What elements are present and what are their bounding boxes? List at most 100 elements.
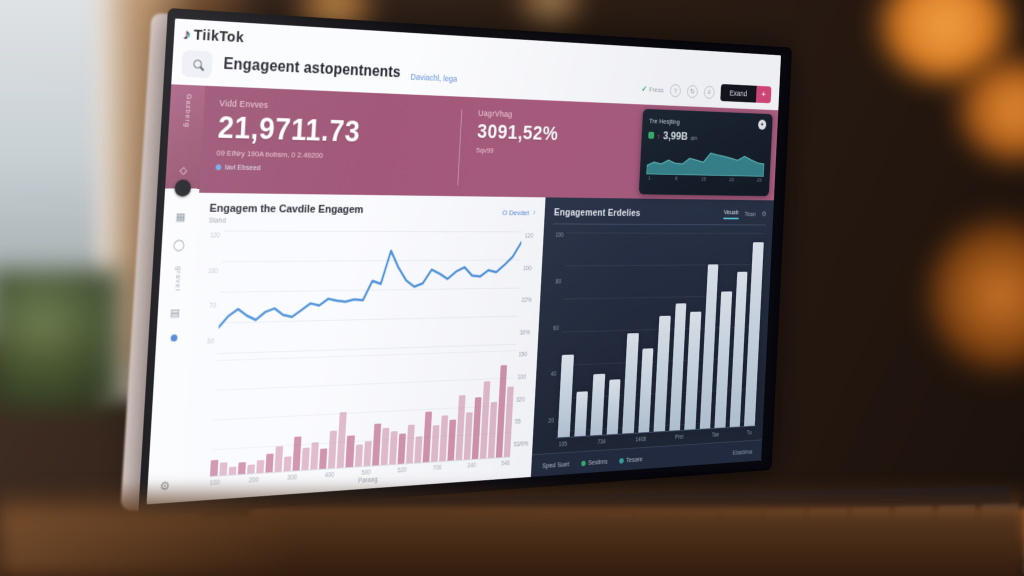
axis-label: 100 [207,267,219,275]
trend-mini-card[interactable]: Tre Hesjting ✦ ↑ 3,99B am [638,108,773,197]
footer-right-label: Elastima [732,447,753,457]
stat-total-views: Vidd Envves 21,9711.73 09 ElNry 190A bob… [215,98,462,187]
diamond-icon[interactable]: ◇ [179,165,188,177]
bar [388,431,398,465]
background-plant [0,270,120,410]
x-tick-label: 340 [467,462,477,470]
footer-left-label: Sped Suet [542,459,570,470]
bar [405,424,415,464]
x-tick-label: 1408 [635,436,647,444]
grid-icon[interactable]: ▦ [175,211,186,224]
x-tick-label: 548 [500,460,510,468]
list-icon[interactable]: ▤ [169,307,181,320]
bar [622,332,639,434]
sidebar-vertical-label: Gazberg [182,93,192,128]
axis-label: 50 [207,338,215,346]
bar [397,433,406,464]
x-tick-label: 520 [397,467,407,475]
bar [363,441,372,467]
settings-icon[interactable]: ⚙ [761,210,767,218]
mini-tick-label: 15 [701,177,707,183]
x-tick-label: 500 [361,469,371,477]
bar [380,428,390,466]
tiktok-note-icon: ♪ [183,25,192,43]
dark-bar-chart: 100 80 60 40 20 [542,232,766,439]
axis-label: 100 [555,232,564,239]
main-content: Vidd Envves 21,9711.73 09 ElNry 190A bob… [181,85,779,502]
stat-subtext: 5qv99 [476,145,494,155]
mini-tick-label: 8 [674,176,678,182]
x-tick-label: 734 [597,438,606,446]
mini-tick-label: 29 [756,178,762,184]
dark-card-title: Engagement Erdelies [553,206,641,219]
line-card-subtitle: Stahd [208,217,227,225]
mini-card-suffix: am [690,135,698,142]
stat-badge: lavl Ebseed [215,162,458,176]
bokeh-light [520,0,580,25]
search-hint-link[interactable]: Daviachl, lega [410,72,458,84]
x-tick-label: Prel [674,434,684,441]
search-button[interactable] [181,49,214,78]
engagement-dark-card: Engagement Erdelies Veuab Tean ⚙ 100 80 60… [530,197,774,477]
details-link[interactable]: O Devdet › [502,208,536,218]
axis-label: 150 [518,351,528,359]
engagement-line-series [219,242,522,327]
legend-label: Seslims [587,456,608,467]
export-button[interactable]: Exand + [720,84,772,104]
axis-label: 20 [548,417,554,425]
bar [345,435,355,468]
axis-label: 60 [552,325,559,332]
header-actions: ✓ Fress ? ↻ ≡ Exand + [641,80,772,104]
bar [228,466,237,475]
up-arrow-icon: ↑ [656,132,661,141]
axis-label: 70 [209,303,217,311]
bar [283,456,292,472]
axis-label: 100 [522,265,532,272]
sparkle-icon[interactable]: ✦ [757,119,767,130]
bar [310,442,320,470]
laptop-screen: ♪ TiikTok Engageent astopentnents Daviac… [138,8,793,518]
bar [669,303,687,431]
axis-label: 100 [517,374,527,381]
mini-card-value: 3,99B [662,128,689,143]
plus-icon: + [755,85,772,104]
help-icon[interactable]: ? [669,83,682,98]
refresh-icon[interactable]: ↻ [686,84,699,98]
tab-active[interactable]: Veuab [723,208,739,220]
bar [292,436,302,471]
x-tick-label: Tu [746,429,752,437]
status-label: Fress [649,85,664,94]
notification-dot[interactable] [170,334,178,342]
bar [590,374,605,436]
bar [237,462,247,475]
line-chart-area: 120 100 70 50 120 100 22% 30% [201,230,539,356]
axis-label: 120 [209,232,221,240]
legend-realtime[interactable]: Seslims [581,457,608,467]
mini-tick-label: 1 [648,176,651,182]
x-tick-label: 700 [432,464,442,472]
mini-card-title: Tre Hesjting [648,116,680,126]
status-indicator: ✓ Fress [641,84,664,95]
line-chart-plot [216,230,522,356]
axis-label: 80 [555,278,562,286]
legend-label: Tesare [625,454,643,464]
dark-card-header: Engagement Erdelies Veuab Tean ⚙ [553,206,767,226]
green-dot-icon [581,460,586,466]
legend-secondary[interactable]: Tesare [619,454,643,464]
bar [219,462,228,476]
avatar[interactable] [173,179,191,197]
details-link-label: O Devdet [502,208,530,218]
sidebar-vertical-label-2: gravel [172,266,182,292]
bar [265,453,274,473]
tab-secondary[interactable]: Tean [744,210,756,218]
line-card-header: Engagem the Cavdile Engagem Stahd O Devd… [209,203,541,226]
bar [274,446,284,472]
axis-label: 53/9% [513,441,529,449]
green-square-icon [648,131,655,139]
mini-card-value-row: ↑ 3,99B am [648,128,766,145]
mini-tick-label: 22 [729,177,735,183]
dot-icon [215,163,222,170]
menu-icon[interactable]: ≡ [703,85,715,99]
clock-icon[interactable]: ◯ [172,239,186,252]
search-input[interactable]: Engageent astopentnents [223,55,402,81]
